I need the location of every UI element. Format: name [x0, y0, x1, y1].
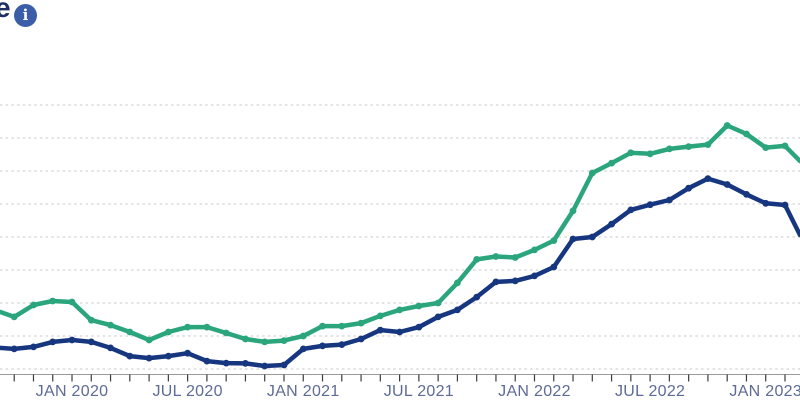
navy-series-data-point[interactable]: [261, 362, 269, 370]
green-series-data-point[interactable]: [454, 279, 461, 287]
green-series-data-point[interactable]: [415, 302, 423, 310]
navy-series-data-point[interactable]: [550, 263, 558, 271]
navy-series-data-point[interactable]: [376, 326, 384, 334]
navy-series-data-point[interactable]: [762, 199, 770, 207]
green-series-data-point[interactable]: [569, 207, 577, 215]
navy-series-data-point[interactable]: [723, 181, 731, 188]
navy-series-data-point[interactable]: [569, 235, 577, 243]
navy-series-data-point[interactable]: [280, 361, 288, 369]
navy-series-data-point[interactable]: [588, 233, 596, 241]
x-axis-label: JUL 2022: [615, 383, 685, 400]
green-series-data-point[interactable]: [10, 313, 18, 321]
navy-series-data-point[interactable]: [781, 201, 789, 209]
green-series-data-point[interactable]: [242, 335, 249, 343]
navy-series-data-point[interactable]: [454, 306, 461, 314]
navy-series-data-point[interactable]: [126, 352, 134, 360]
navy-series-data-point[interactable]: [242, 360, 249, 367]
green-series-data-point[interactable]: [492, 253, 500, 260]
green-series-data-point[interactable]: [319, 322, 326, 330]
navy-series-data-point[interactable]: [685, 184, 692, 192]
green-series-data-point[interactable]: [685, 143, 692, 151]
navy-series-data-point[interactable]: [203, 357, 211, 365]
green-series-data-point[interactable]: [608, 159, 615, 167]
green-series-data-point[interactable]: [280, 337, 288, 344]
navy-series-data-point[interactable]: [319, 342, 326, 350]
x-axis-label: JAN 2022: [498, 383, 571, 400]
green-series-data-point[interactable]: [49, 297, 57, 305]
green-series-data-point[interactable]: [550, 237, 558, 245]
green-series-data-point[interactable]: [704, 141, 712, 149]
green-series-data-point[interactable]: [222, 329, 230, 337]
green-series-data-point[interactable]: [588, 169, 596, 177]
x-axis-label: JAN 2020: [36, 383, 109, 400]
x-axis-label: JUL 2020: [152, 383, 222, 400]
green-series-data-point[interactable]: [68, 298, 76, 306]
navy-series-data-point[interactable]: [107, 344, 114, 352]
green-series-data-point[interactable]: [87, 316, 95, 324]
x-axis-label: JAN 2021: [267, 383, 340, 400]
green-series-data-point[interactable]: [531, 246, 538, 254]
navy-series-data-point[interactable]: [704, 175, 712, 183]
navy-series-data-point[interactable]: [165, 352, 172, 360]
navy-series-data-point[interactable]: [511, 277, 519, 285]
navy-series-data-point[interactable]: [492, 278, 500, 286]
green-series-data-point[interactable]: [145, 336, 153, 344]
navy-series-data-point[interactable]: [608, 220, 615, 228]
navy-series-line: [0, 176, 800, 369]
green-series-data-point[interactable]: [376, 312, 384, 320]
navy-series-data-point[interactable]: [627, 206, 635, 214]
navy-series-data-point[interactable]: [396, 328, 403, 336]
navy-series-data-point[interactable]: [222, 359, 230, 367]
green-series-data-point[interactable]: [184, 323, 192, 331]
navy-series-data-point[interactable]: [87, 338, 95, 346]
chart-title-fragment: e: [0, 0, 11, 23]
navy-series-data-point[interactable]: [646, 201, 654, 209]
green-series-data-point[interactable]: [203, 323, 211, 331]
navy-series-data-point[interactable]: [473, 293, 481, 301]
navy-series-data-point[interactable]: [49, 338, 57, 346]
green-series-data-point[interactable]: [126, 328, 134, 336]
green-series-data-point[interactable]: [299, 332, 307, 340]
green-series-data-point[interactable]: [743, 130, 750, 138]
green-series-data-point[interactable]: [107, 321, 114, 329]
navy-series-data-point[interactable]: [743, 191, 750, 198]
navy-series-data-point[interactable]: [338, 341, 346, 348]
green-series-data-point[interactable]: [165, 328, 172, 336]
navy-series-data-point[interactable]: [30, 343, 37, 351]
navy-series-data-point[interactable]: [357, 335, 365, 343]
green-series-data-point[interactable]: [434, 299, 442, 307]
navy-series-data-point[interactable]: [10, 345, 18, 353]
green-series-data-point[interactable]: [338, 322, 346, 330]
navy-series-data-point[interactable]: [415, 323, 423, 331]
green-series-data-point[interactable]: [762, 144, 770, 152]
x-axis-label: JUL 2021: [384, 383, 454, 400]
green-series-data-point[interactable]: [627, 149, 635, 157]
green-series-data-point[interactable]: [473, 256, 481, 263]
green-series-data-point[interactable]: [30, 301, 37, 309]
green-series-data-point[interactable]: [396, 306, 403, 314]
x-axis-label: JAN 2023: [729, 383, 800, 400]
navy-series-data-point[interactable]: [68, 336, 76, 344]
navy-series-data-point[interactable]: [184, 349, 192, 357]
green-series-data-point[interactable]: [646, 150, 654, 158]
green-series-data-point[interactable]: [357, 319, 365, 327]
navy-series-data-point[interactable]: [145, 354, 153, 362]
navy-series-data-point[interactable]: [666, 196, 673, 204]
green-series-data-point[interactable]: [511, 254, 519, 261]
green-series-data-point[interactable]: [666, 145, 673, 153]
navy-series-data-point[interactable]: [299, 345, 307, 353]
green-series-data-point[interactable]: [261, 338, 269, 346]
info-icon[interactable]: i: [14, 4, 37, 27]
green-series-data-point[interactable]: [781, 142, 789, 150]
navy-series-data-point[interactable]: [434, 313, 442, 321]
navy-series-data-point[interactable]: [531, 272, 538, 280]
green-series-data-point[interactable]: [723, 122, 731, 129]
